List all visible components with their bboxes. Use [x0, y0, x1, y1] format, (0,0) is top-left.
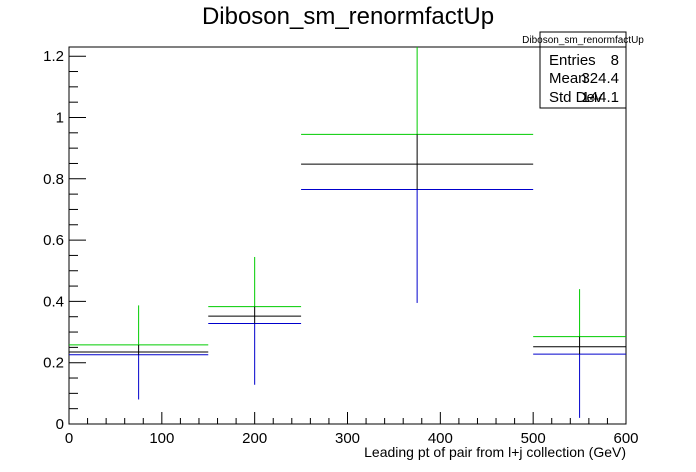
x-tick-label: 400	[428, 430, 453, 447]
x-tick-label: 100	[149, 430, 174, 447]
y-tick-label: 1.2	[43, 48, 64, 65]
x-tick-label: 600	[613, 430, 638, 447]
y-tick-label: 0	[56, 416, 64, 433]
y-tick-label: 0.6	[43, 232, 64, 249]
chart-title: Diboson_sm_renormfactUp	[202, 3, 494, 30]
x-tick-label: 300	[335, 430, 360, 447]
x-tick-label: 200	[242, 430, 267, 447]
data-series	[69, 47, 626, 418]
stats-box: Diboson_sm_renormfactUp Entries 8 Mean 3…	[522, 31, 644, 109]
x-tick-label: 0	[65, 430, 73, 447]
y-tick-label: 0.2	[43, 355, 64, 372]
x-tick-label: 500	[521, 430, 546, 447]
stats-box-title: Diboson_sm_renormfactUp	[522, 35, 644, 46]
stats-entries-value: 8	[611, 52, 619, 69]
stats-stddev-label: Std Dev	[549, 89, 603, 106]
x-axis-label: Leading pt of pair from l+j collection (…	[364, 444, 626, 460]
y-axis: 0 0.2 0.4 0.6 0.8 1 1.2	[43, 48, 86, 433]
y-tick-label: 0.4	[43, 293, 64, 310]
y-tick-label: 0.8	[43, 171, 64, 188]
stats-mean-label: Mean	[549, 70, 587, 87]
stats-mean-value: 324.4	[581, 70, 619, 87]
x-axis: 0 100 200 300 400 500 600	[65, 412, 639, 447]
y-tick-label: 1	[56, 109, 64, 126]
stats-entries-label: Entries	[549, 52, 596, 69]
stats-stddev-value: 144.1	[581, 89, 619, 106]
stats-box-frame	[539, 31, 627, 109]
